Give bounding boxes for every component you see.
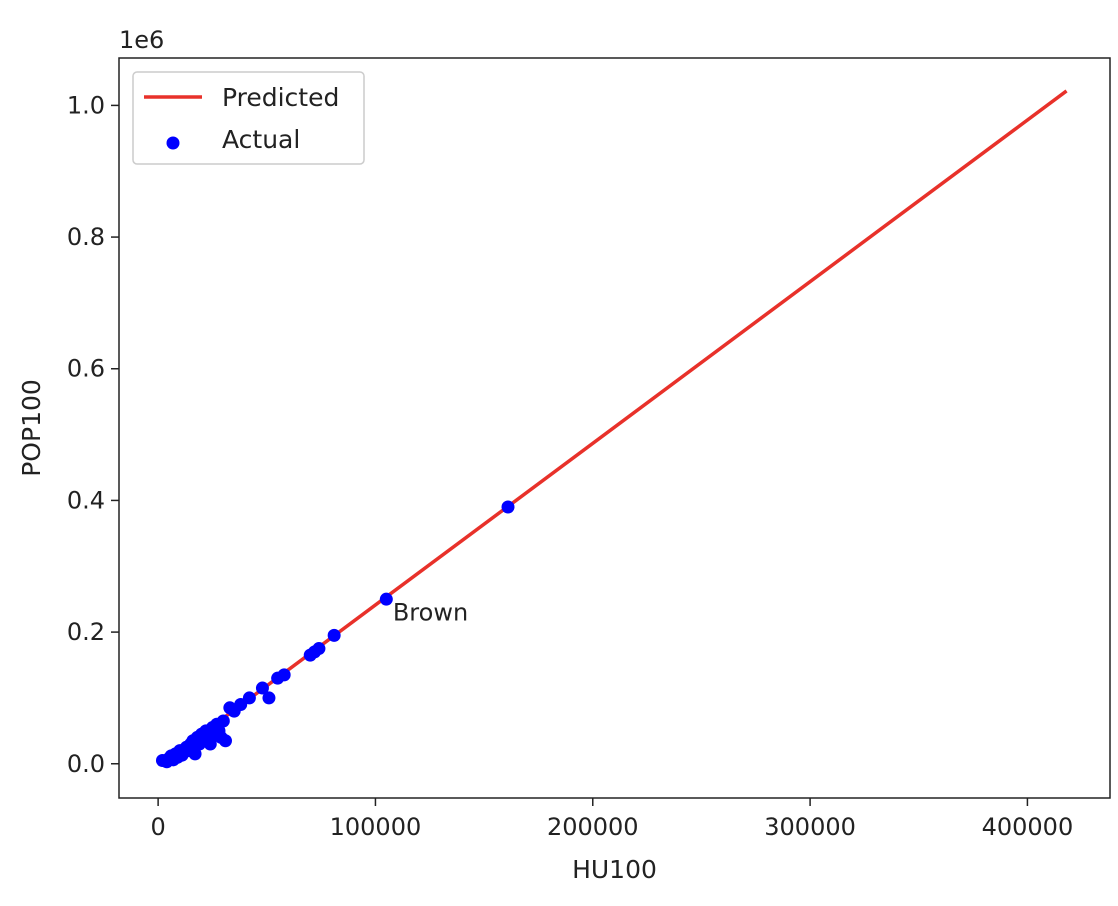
- y-tick-label: 0.0: [67, 750, 105, 778]
- data-point-actual: [242, 691, 256, 705]
- y-axis: 0.0 0.2 0.4 0.6 0.8 1.0: [67, 91, 119, 778]
- x-axis-label: HU100: [572, 855, 657, 884]
- legend-entry-label: Predicted: [222, 83, 339, 112]
- data-point-actual: [262, 691, 276, 705]
- legend-dot-icon: [166, 136, 180, 150]
- data-point-actual: [255, 681, 269, 695]
- data-point-actual: [327, 628, 341, 642]
- x-tick-label: 400000: [982, 813, 1074, 841]
- y-tick-label: 1.0: [67, 91, 105, 119]
- x-tick-label: 0: [150, 813, 165, 841]
- data-point-actual: [277, 668, 291, 682]
- data-point-actual: [188, 747, 202, 761]
- legend: Predicted Actual: [132, 71, 365, 165]
- y-tick-label: 0.2: [67, 618, 105, 646]
- data-point-actual: [216, 714, 230, 728]
- annotation: Brown: [393, 598, 468, 626]
- legend-box: [132, 71, 365, 165]
- y-offset-label: 1e6: [119, 26, 164, 54]
- data-point-actual: [379, 592, 393, 606]
- x-tick-label: 300000: [764, 813, 856, 841]
- x-tick-label: 200000: [547, 813, 639, 841]
- legend-entry-label: Actual: [222, 125, 300, 154]
- y-tick-label: 0.4: [67, 486, 105, 514]
- plot-marks: Brown: [155, 89, 1068, 769]
- data-point-actual: [203, 737, 217, 751]
- series-line-predicted: [163, 89, 1068, 764]
- y-tick-label: 0.6: [67, 355, 105, 383]
- data-point-actual: [218, 734, 232, 748]
- y-tick-label: 0.8: [67, 223, 105, 251]
- y-axis-label: POP100: [17, 379, 46, 477]
- data-point-actual: [501, 500, 515, 514]
- x-tick-label: 100000: [330, 813, 422, 841]
- x-axis: 0 100000 200000 300000 400000: [150, 798, 1073, 841]
- data-point-actual: [312, 642, 326, 656]
- plot-frame: [118, 57, 1111, 799]
